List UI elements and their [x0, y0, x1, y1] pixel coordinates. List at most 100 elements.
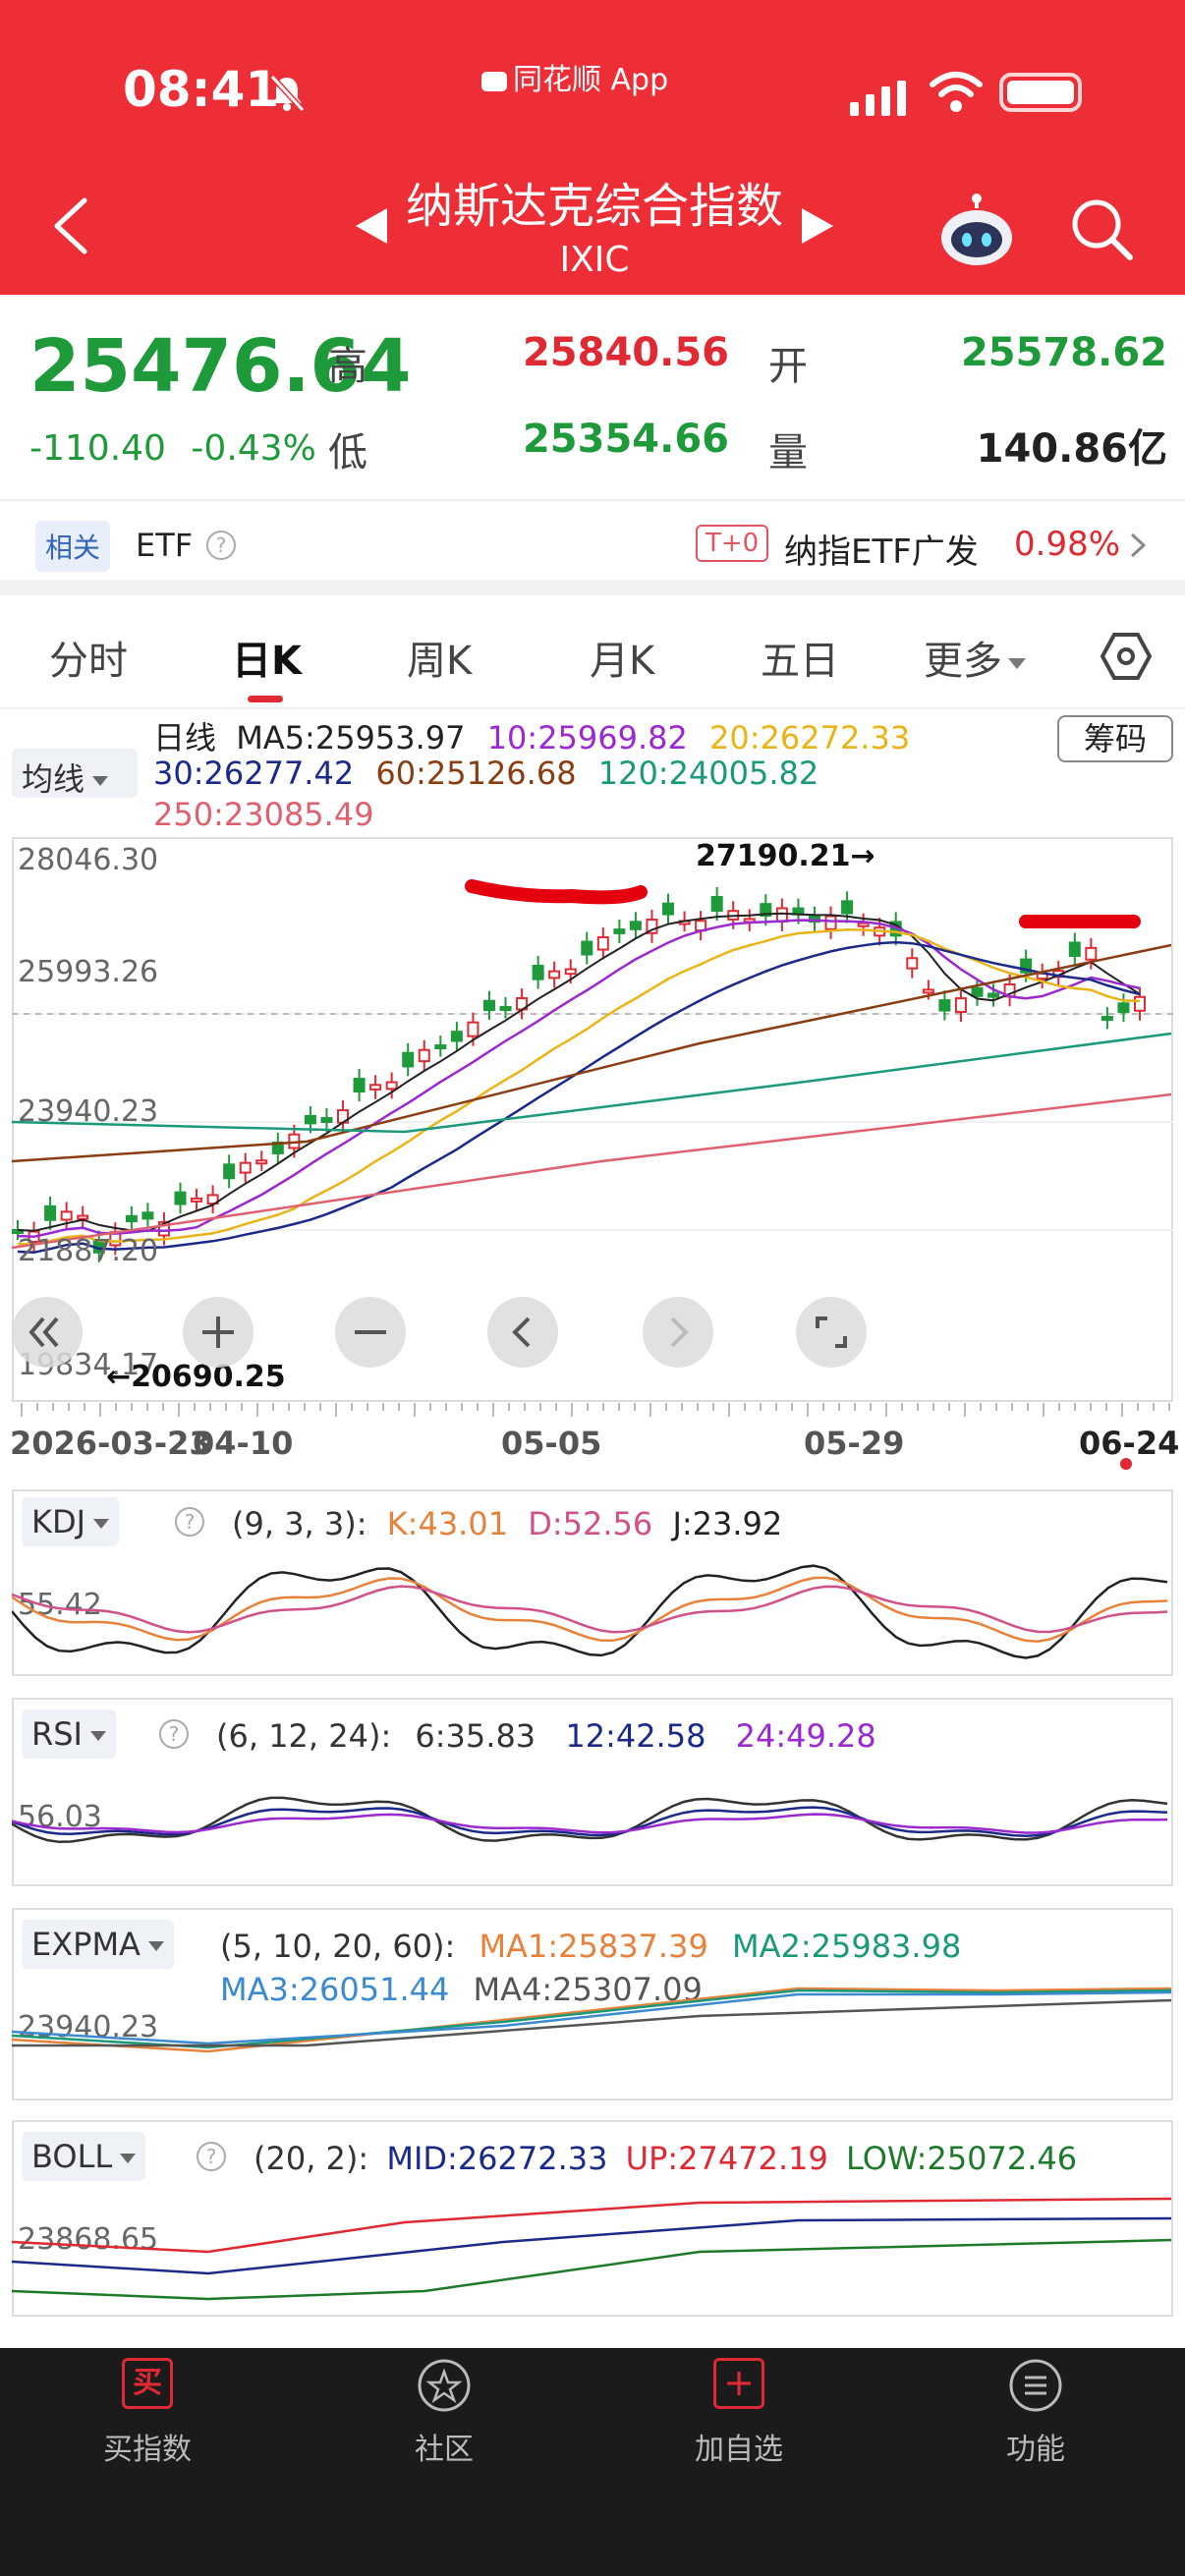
minus-icon [355, 1330, 386, 1334]
expma-ma1-line [12, 1987, 1172, 2053]
plus-icon [202, 1316, 234, 1348]
nav-functions[interactable] [947, 2358, 1124, 2419]
chevron-right-icon[interactable] [1128, 531, 1148, 560]
app-source-label[interactable]: 同花顺 App [481, 55, 668, 98]
ma5-value: MA5:25953.97 [236, 719, 466, 756]
rsi-help-icon[interactable]: ? [159, 1719, 189, 1749]
tab-daily-k[interactable]: 日K [232, 639, 302, 684]
candle-body [1100, 1016, 1113, 1022]
candle-body [320, 1117, 333, 1123]
nav-buy-index[interactable]: 买 [59, 2358, 236, 2409]
date-label: 05-29 [804, 1425, 905, 1462]
candle-body [385, 1081, 398, 1091]
last-price: 25476.64 [29, 324, 412, 409]
expand-icon [816, 1316, 847, 1348]
candle-body [467, 1021, 480, 1037]
rsi-params: (6, 12, 24): [216, 1717, 392, 1755]
ma250-value: 250:23085.49 [153, 796, 374, 833]
chevron-left-icon [512, 1316, 531, 1348]
rsi-indicator-select[interactable]: RSI [22, 1709, 116, 1759]
next-index-arrow[interactable] [802, 208, 833, 244]
mute-bell-icon [269, 74, 306, 113]
volume-value: 140.86亿 [976, 426, 1167, 472]
candle-body [922, 988, 934, 994]
candle-body [125, 1214, 138, 1223]
nav-add-watchlist[interactable]: + [650, 2358, 827, 2409]
boll-chart [12, 2197, 1172, 2301]
boll-panel[interactable] [12, 2120, 1173, 2317]
date-label-start: 2026-03-23 [10, 1425, 211, 1462]
open-label: 开 [768, 344, 808, 389]
fullscreen-button[interactable] [796, 1297, 867, 1368]
index-code: IXIC [559, 240, 630, 280]
rsi-panel[interactable] [12, 1698, 1173, 1886]
section-gap [0, 580, 1185, 595]
candle-body [77, 1214, 89, 1220]
candle-body [304, 1114, 316, 1125]
kline-chart-frame[interactable] [12, 837, 1173, 1402]
kdj-indicator-select[interactable]: KDJ [22, 1497, 120, 1546]
rsi-24-line [12, 1813, 1168, 1834]
candle-body [1134, 995, 1146, 1012]
etf-fund-name[interactable]: 纳指ETF广发 [784, 532, 979, 572]
prev-index-arrow[interactable] [356, 208, 387, 244]
etf-fund-percent: 0.98% [1014, 525, 1121, 564]
expma-panel[interactable] [12, 1908, 1173, 2100]
pan-left-button[interactable] [487, 1297, 558, 1368]
etf-help-icon[interactable]: ? [206, 531, 236, 560]
tab-weekly-k[interactable]: 周K [407, 639, 473, 684]
nav-community[interactable] [356, 2358, 533, 2419]
kdj-help-icon[interactable]: ? [175, 1507, 204, 1537]
candle-body [954, 997, 967, 1014]
zoom-out-all-button[interactable] [12, 1297, 83, 1368]
boll-legend: (20, 2): MID:26272.33 UP:27472.19 LOW:25… [254, 2140, 1077, 2177]
zoom-out-button[interactable] [335, 1297, 406, 1368]
candle-body [841, 900, 854, 915]
chip-distribution-button[interactable]: 筹码 [1057, 715, 1173, 762]
candle-body [646, 918, 658, 934]
tab-monthly-k[interactable]: 月K [590, 639, 655, 684]
chevron-right-icon [670, 1316, 689, 1348]
period-label: 日线 [153, 719, 217, 756]
assistant-robot-icon[interactable] [937, 193, 1016, 271]
back-arrow-icon[interactable] [49, 196, 94, 255]
boll-indicator-select[interactable]: BOLL [22, 2132, 146, 2181]
settings-hexagon-icon[interactable] [1100, 631, 1152, 682]
boll-up-value: UP:27472.19 [625, 2140, 828, 2177]
search-icon[interactable] [1067, 195, 1136, 263]
caret-down-icon [89, 1731, 106, 1741]
candle-body [239, 1161, 252, 1174]
high-price-marker: 27190.21→ [696, 839, 875, 873]
date-label-end: 06-24 [1079, 1425, 1180, 1462]
candle-body [1085, 946, 1098, 961]
candle-body [191, 1197, 203, 1203]
expma-ma2-value: MA2:25983.98 [731, 1928, 962, 1965]
kline-chart[interactable] [12, 837, 1173, 1402]
tab-five-day[interactable]: 五日 [761, 639, 839, 684]
candle-body [369, 1084, 382, 1091]
candle-body [938, 999, 951, 1012]
bottom-navigation [0, 2348, 1185, 2576]
candle-body [44, 1204, 57, 1221]
candle-body [206, 1194, 219, 1205]
boll-low-line [12, 2238, 1172, 2301]
ma-type-select[interactable]: 均线 [12, 749, 138, 798]
high-label: 高 [328, 344, 367, 389]
kdj-j-value: J:23.92 [672, 1505, 783, 1542]
kdj-panel[interactable] [12, 1489, 1173, 1676]
expma-indicator-select[interactable]: EXPMA [22, 1920, 174, 1969]
high-value: 25840.56 [522, 330, 729, 375]
caret-down-icon [147, 1941, 164, 1951]
candle-body [971, 986, 984, 997]
boll-help-icon[interactable]: ? [197, 2142, 226, 2171]
highlight-stroke [465, 879, 648, 905]
candle-body [775, 907, 788, 923]
kdj-k-line [12, 1576, 1168, 1643]
tab-more[interactable]: 更多 [924, 629, 1026, 686]
date-label: 05-05 [501, 1425, 602, 1462]
pan-right-button[interactable] [643, 1297, 713, 1368]
boll-axis-label: 23868.65 [18, 2222, 159, 2257]
etf-label[interactable]: ETF [136, 527, 194, 564]
zoom-in-button[interactable] [183, 1297, 254, 1368]
tab-intraday[interactable]: 分时 [49, 639, 128, 684]
